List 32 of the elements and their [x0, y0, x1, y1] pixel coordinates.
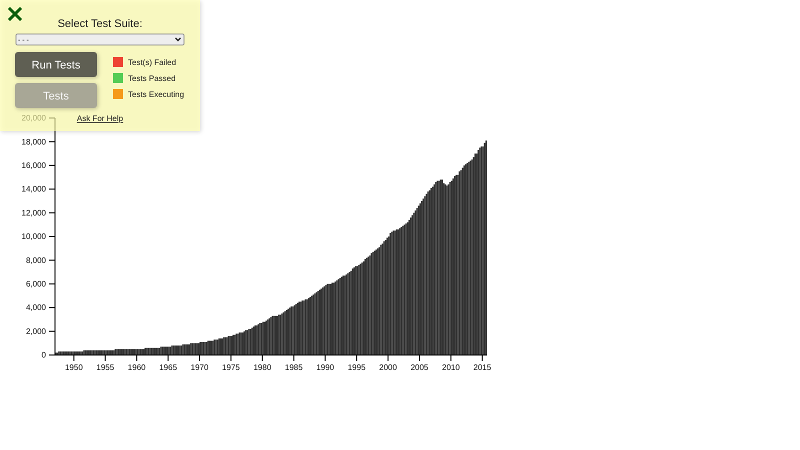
y-tick-label: 20,000: [22, 114, 47, 123]
x-tick-label: 1955: [96, 363, 115, 372]
x-tick-label: 1975: [222, 363, 240, 372]
y-tick-label: 10,000: [22, 232, 47, 242]
x-tick-label: 1980: [253, 363, 272, 372]
text: Test(s) Failed: [128, 58, 176, 67]
x-tick-label: 1995: [348, 363, 366, 372]
x-tick-label: 2015: [473, 363, 492, 372]
y-tick-label: 12,000: [22, 208, 47, 218]
x-tick-label: 1960: [128, 363, 146, 372]
x-tick-label: 2010: [442, 363, 460, 372]
y-tick-label: 16,000: [22, 160, 47, 170]
y-tick-label: 14,000: [22, 184, 47, 194]
y-tick-label: 0: [42, 350, 47, 360]
text: Tests: [43, 90, 70, 102]
text: Tests Passed: [128, 74, 176, 83]
y-tick-label: 2,000: [26, 326, 47, 336]
x-tick-label: 1965: [159, 363, 178, 372]
x-tick-label: 1985: [284, 363, 304, 372]
y-tick-label: 6,000: [26, 279, 47, 288]
x-tick-label: 1990: [316, 363, 335, 372]
y-tick-label: 8,000: [26, 256, 47, 265]
text: Run Tests: [32, 60, 81, 72]
x-tick-label: 2005: [410, 363, 429, 372]
text: Select Test Suite:: [58, 18, 142, 30]
x-tick-label: 2000: [379, 363, 398, 372]
y-tick-label: 4,000: [26, 303, 47, 312]
annotation: Ask For Help: [76, 114, 124, 123]
y-tick-label: 18,000: [22, 137, 47, 146]
text: Tests Executing: [128, 90, 184, 99]
x-tick-label: 1970: [190, 363, 209, 372]
x-tick-label: 1950: [64, 363, 84, 372]
